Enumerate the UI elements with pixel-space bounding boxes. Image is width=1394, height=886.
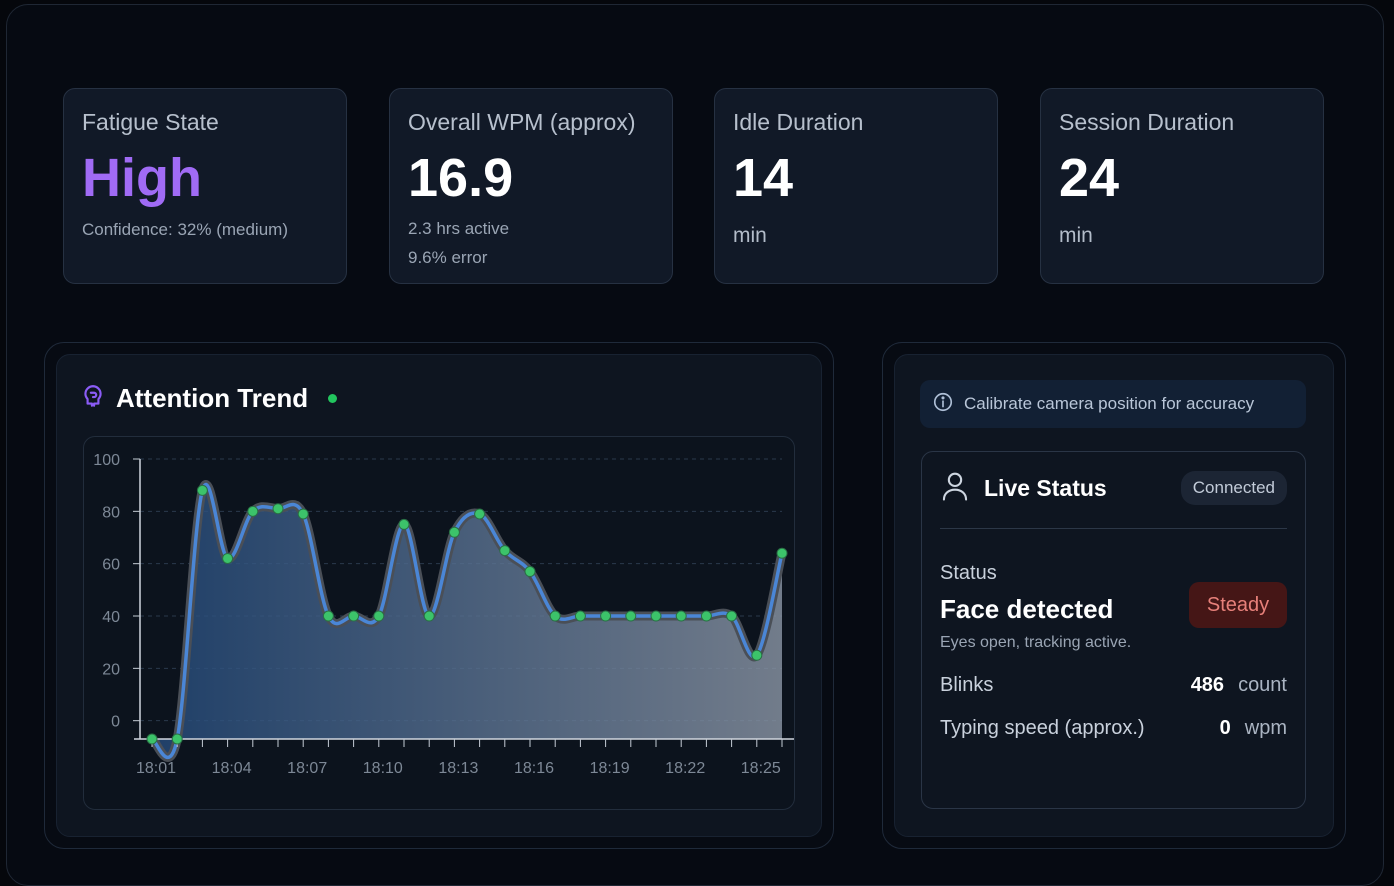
x-tick-label: 18:10 bbox=[363, 760, 403, 777]
typing-value: 0 bbox=[1219, 717, 1231, 739]
live-indicator bbox=[328, 394, 338, 403]
status-description: Eyes open, tracking active. bbox=[940, 634, 1132, 651]
wpm-value: 16.9 bbox=[408, 148, 514, 208]
card-title: Idle Duration bbox=[733, 109, 864, 135]
active-hours: 2.3 hrs active bbox=[408, 219, 510, 238]
calibration-hint[interactable]: Calibrate camera position for accuracy bbox=[920, 380, 1306, 428]
data-point bbox=[448, 526, 460, 538]
x-tick-label: 18:07 bbox=[287, 760, 327, 777]
data-point bbox=[625, 610, 637, 622]
y-tick-label: 0 bbox=[111, 714, 120, 731]
data-point bbox=[322, 610, 334, 622]
idle-unit: min bbox=[733, 224, 767, 247]
user-icon bbox=[940, 470, 970, 507]
x-tick-label: 18:16 bbox=[514, 760, 554, 777]
y-tick-label: 20 bbox=[102, 661, 120, 678]
data-point bbox=[600, 610, 612, 622]
data-point bbox=[196, 484, 208, 496]
attention-header: Attention Trend bbox=[80, 383, 338, 414]
data-point bbox=[675, 610, 687, 622]
blinks-unit: count bbox=[1238, 674, 1287, 696]
status-value: Face detected bbox=[940, 594, 1114, 624]
data-point bbox=[247, 505, 259, 517]
connection-badge: Connected bbox=[1180, 471, 1287, 505]
y-tick-label: 40 bbox=[102, 609, 120, 626]
fatigue-confidence: Confidence: 32% (medium) bbox=[82, 220, 288, 239]
x-tick-label: 18:04 bbox=[212, 760, 252, 777]
blinks-metric: 486 count bbox=[1191, 674, 1287, 697]
session-duration-card: Session Duration 24 min bbox=[1040, 88, 1324, 284]
data-point bbox=[499, 545, 511, 557]
card-title: Session Duration bbox=[1059, 109, 1235, 135]
session-unit: min bbox=[1059, 224, 1093, 247]
data-point bbox=[423, 610, 435, 622]
x-tick-label: 18:13 bbox=[438, 760, 478, 777]
info-icon bbox=[932, 391, 954, 418]
data-point bbox=[524, 566, 536, 578]
error-rate: 9.6% error bbox=[408, 248, 488, 267]
x-tick-label: 18:01 bbox=[136, 760, 176, 777]
x-tick-label: 18:22 bbox=[665, 760, 705, 777]
wpm-card: Overall WPM (approx) 16.9 2.3 hrs active… bbox=[389, 88, 673, 284]
data-point bbox=[297, 508, 309, 520]
data-point bbox=[776, 547, 788, 559]
data-point bbox=[751, 649, 763, 661]
x-tick-label: 18:25 bbox=[741, 760, 781, 777]
data-point bbox=[272, 503, 284, 515]
card-title: Overall WPM (approx) bbox=[408, 109, 636, 135]
blinks-value: 486 bbox=[1190, 674, 1225, 696]
brain-icon bbox=[80, 383, 106, 414]
data-point bbox=[146, 733, 158, 745]
session-value: 24 bbox=[1059, 148, 1120, 208]
data-point bbox=[222, 552, 234, 564]
data-point bbox=[373, 610, 385, 622]
typing-speed-row: Typing speed (approx.) 0 wpm bbox=[940, 717, 1287, 740]
data-point bbox=[650, 610, 662, 622]
y-tick-label: 100 bbox=[93, 452, 120, 469]
fatigue-state-card: Fatigue State High Confidence: 32% (medi… bbox=[63, 88, 347, 284]
data-point bbox=[398, 518, 410, 530]
attention-chart: 0 20 40 60 80 100 18:01 18:04 18:07 18:10 18:13 18:… bbox=[93, 452, 794, 777]
divider bbox=[940, 528, 1287, 529]
idle-duration-card: Idle Duration 14 min bbox=[714, 88, 998, 284]
idle-value: 14 bbox=[733, 148, 794, 208]
fatigue-value: High bbox=[82, 148, 202, 208]
calibration-text: Calibrate camera position for accuracy bbox=[964, 394, 1255, 413]
card-title: Fatigue State bbox=[82, 109, 219, 135]
y-tick-label: 60 bbox=[102, 557, 120, 574]
x-tick-label: 18:19 bbox=[590, 760, 630, 777]
attention-chart-box: 0 20 40 60 80 100 18:01 18:04 18:07 18:10 18:13 18:… bbox=[83, 436, 795, 810]
blinks-row: Blinks 486 count bbox=[940, 674, 1287, 697]
live-status-title: Live Status bbox=[984, 475, 1107, 501]
data-point bbox=[574, 610, 586, 622]
live-status-header: Live Status bbox=[940, 470, 1107, 507]
live-status-card: Live Status Connected Status Face detect… bbox=[921, 451, 1306, 809]
data-point bbox=[171, 733, 183, 745]
typing-unit: wpm bbox=[1244, 717, 1287, 739]
data-point bbox=[700, 610, 712, 622]
blinks-label: Blinks bbox=[940, 674, 994, 696]
data-point bbox=[549, 610, 561, 622]
y-tick-label: 80 bbox=[102, 504, 120, 521]
data-point bbox=[348, 610, 360, 622]
data-point bbox=[726, 610, 738, 622]
steady-badge: Steady bbox=[1189, 582, 1287, 628]
typing-label: Typing speed (approx.) bbox=[940, 717, 1145, 739]
data-point bbox=[474, 508, 486, 520]
status-label: Status bbox=[940, 562, 997, 584]
attention-title: Attention Trend bbox=[116, 383, 309, 413]
typing-metric: 0 wpm bbox=[1220, 717, 1287, 740]
